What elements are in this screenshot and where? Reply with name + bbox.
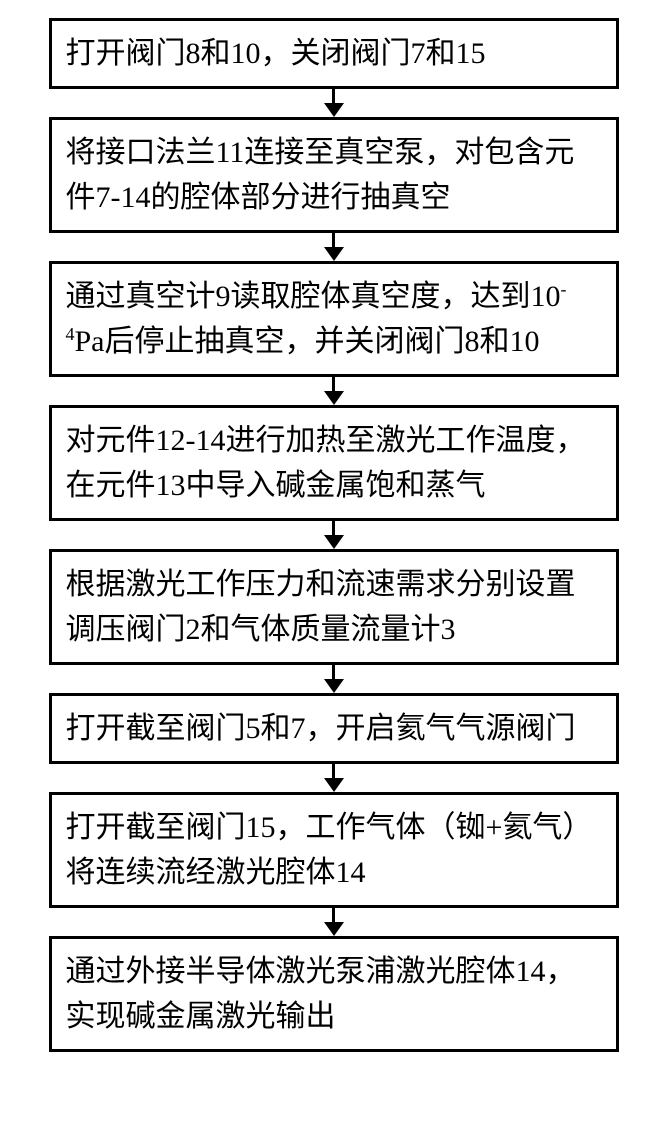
- flowchart-container: 打开阀门8和10，关闭阀门7和15 将接口法兰11连接至真空泵，对包含元件7-1…: [0, 0, 667, 1052]
- step-text: 打开阀门8和10，关闭阀门7和15: [66, 37, 486, 70]
- arrow-head-icon: [324, 922, 344, 936]
- flow-arrow: [319, 89, 349, 117]
- arrow-head-icon: [324, 679, 344, 693]
- flow-step-3: 通过真空计9读取腔体真空度，达到10-4Pa后停止抽真空，并关闭阀门8和10: [49, 261, 619, 377]
- flow-step-4: 对元件12-14进行加热至激光工作温度，在元件13中导入碱金属饱和蒸气: [49, 405, 619, 521]
- arrow-head-icon: [324, 103, 344, 117]
- arrow-shaft: [332, 233, 335, 248]
- flow-arrow: [319, 377, 349, 405]
- arrow-head-icon: [324, 247, 344, 261]
- flow-step-2: 将接口法兰11连接至真空泵，对包含元件7-14的腔体部分进行抽真空: [49, 117, 619, 233]
- arrow-shaft: [332, 665, 335, 680]
- step-text: 将接口法兰11连接至真空泵，对包含元件7-14的腔体部分进行抽真空: [66, 136, 575, 214]
- arrow-shaft: [332, 521, 335, 536]
- arrow-shaft: [332, 377, 335, 392]
- flow-arrow: [319, 521, 349, 549]
- arrow-shaft: [332, 764, 335, 779]
- flow-step-7: 打开截至阀门15，工作气体（铷+氦气）将连续流经激光腔体14: [49, 792, 619, 908]
- step-text: 打开截至阀门5和7，开启氦气气源阀门: [66, 712, 576, 745]
- flow-arrow: [319, 233, 349, 261]
- arrow-head-icon: [324, 391, 344, 405]
- step-text: 通过真空计9读取腔体真空度，达到10-4Pa后停止抽真空，并关闭阀门8和10: [66, 280, 567, 358]
- arrow-shaft: [332, 908, 335, 923]
- flow-arrow: [319, 665, 349, 693]
- arrow-head-icon: [324, 778, 344, 792]
- arrow-head-icon: [324, 535, 344, 549]
- step-text: 通过外接半导体激光泵浦激光腔体14，实现碱金属激光输出: [66, 955, 576, 1033]
- flow-step-1: 打开阀门8和10，关闭阀门7和15: [49, 18, 619, 89]
- flow-step-6: 打开截至阀门5和7，开启氦气气源阀门: [49, 693, 619, 764]
- step-text: 根据激光工作压力和流速需求分别设置调压阀门2和气体质量流量计3: [66, 568, 576, 646]
- flow-arrow: [319, 908, 349, 936]
- flow-step-8: 通过外接半导体激光泵浦激光腔体14，实现碱金属激光输出: [49, 936, 619, 1052]
- step-text: 对元件12-14进行加热至激光工作温度，在元件13中导入碱金属饱和蒸气: [66, 424, 586, 502]
- arrow-shaft: [332, 89, 335, 104]
- flow-arrow: [319, 764, 349, 792]
- step-text: 打开截至阀门15，工作气体（铷+氦气）将连续流经激光腔体14: [66, 811, 593, 889]
- exponent: -4: [66, 279, 567, 344]
- flow-step-5: 根据激光工作压力和流速需求分别设置调压阀门2和气体质量流量计3: [49, 549, 619, 665]
